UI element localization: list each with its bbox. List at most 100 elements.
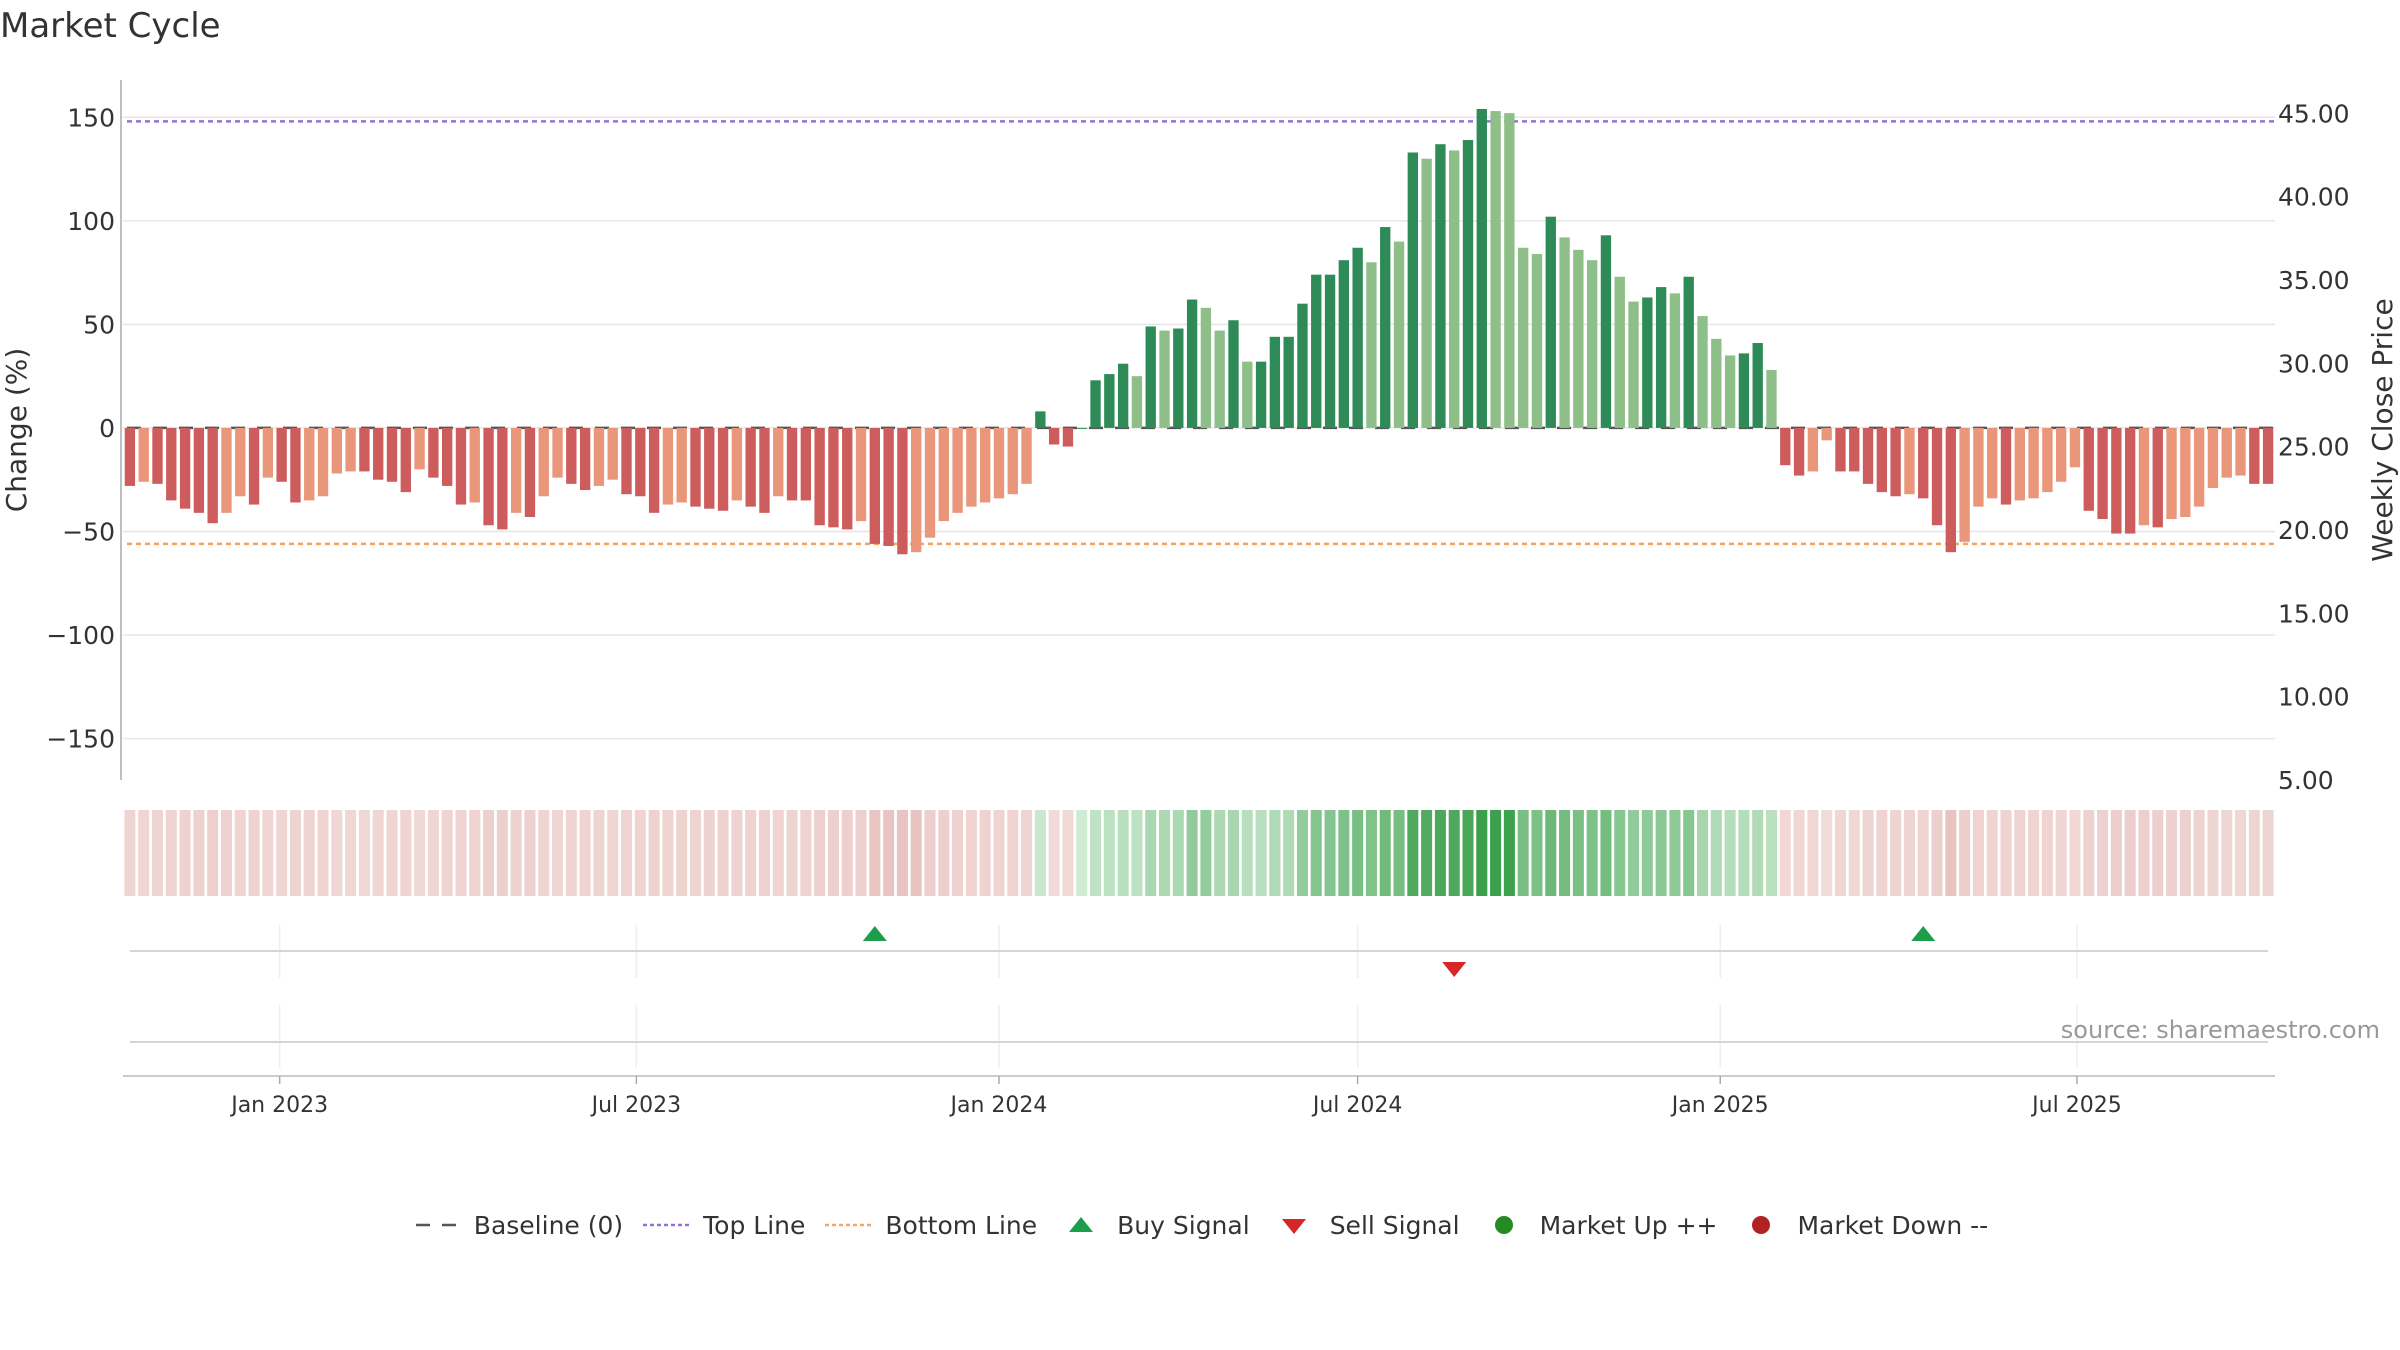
legend-item-top-line[interactable]: Top Line (641, 1211, 805, 1240)
sell-signal-marker (1442, 962, 1467, 977)
change-bar (1904, 427, 1915, 495)
triangle-up-icon (1069, 1217, 1094, 1232)
change-bar (1393, 241, 1405, 428)
change-bar (1048, 427, 1060, 445)
heat-cell (1503, 810, 1515, 896)
change-bar (1628, 301, 1639, 428)
change-bar (717, 427, 729, 511)
change-bar (1021, 427, 1032, 484)
heat-cell (469, 810, 481, 896)
legend-item-sell-signal[interactable]: Sell Signal (1268, 1211, 1460, 1240)
heat-cell (979, 810, 991, 896)
change-bar (290, 427, 301, 503)
change-bar (2028, 427, 2039, 499)
green-dot-icon (1494, 1216, 1513, 1234)
heat-cell (855, 810, 867, 896)
heat-cell (1407, 810, 1419, 896)
heat-cell (1669, 810, 1681, 896)
heat-cell (248, 810, 260, 896)
change-bar (1324, 274, 1336, 428)
heat-cell (1034, 810, 1046, 896)
change-bar (262, 427, 274, 478)
change-bar (648, 427, 660, 513)
legend-item-market-down[interactable]: Market Down -- (1735, 1211, 1988, 1240)
change-bar (193, 427, 205, 513)
change-bar (304, 427, 315, 501)
change-bar (1959, 427, 1970, 542)
change-bar (1862, 427, 1874, 484)
heat-cell (1821, 810, 1833, 896)
heat-cell (1945, 810, 1957, 896)
legend-label: Bottom Line (885, 1210, 1038, 1240)
heat-cell (1710, 810, 1722, 896)
heat-cell (1834, 810, 1846, 896)
heat-cell (1600, 810, 1612, 896)
heat-cell (2110, 810, 2122, 896)
legend-item-buy-signal[interactable]: Buy Signal (1055, 1211, 1250, 1240)
heat-cell (1352, 810, 1364, 896)
heat-cell (1490, 810, 1502, 896)
change-bar (1449, 150, 1460, 428)
change-bar (2083, 427, 2094, 511)
legend-label: Market Up ++ (1539, 1210, 1718, 1240)
change-bar (704, 427, 715, 509)
change-bar (1090, 380, 1101, 428)
change-bar (359, 427, 370, 472)
change-bar (497, 427, 508, 530)
change-bar (731, 427, 743, 501)
change-bar (1159, 330, 1170, 428)
heat-cell (1848, 810, 1860, 896)
y2-tick-label: 10.00 (2278, 683, 2350, 712)
heat-cell (276, 810, 288, 896)
change-bar (1421, 158, 1432, 428)
change-bar (593, 427, 605, 486)
heat-cell (745, 810, 757, 896)
heat-cell (1338, 810, 1350, 896)
heat-cell (1117, 810, 1129, 896)
heat-cell (1738, 810, 1750, 896)
grid-layer (123, 116, 2275, 740)
heat-cell (1296, 810, 1308, 896)
change-bar (179, 427, 191, 509)
change-bar (607, 427, 618, 480)
heat-cell (2138, 810, 2150, 896)
heat-cell (483, 810, 495, 896)
heat-cell (827, 810, 839, 896)
change-bar (1076, 427, 1087, 429)
heat-cell (1614, 810, 1626, 896)
heat-cell (1559, 810, 1571, 896)
heat-cell (1062, 810, 1074, 896)
change-bar (124, 427, 136, 486)
change-bar (1283, 336, 1294, 428)
heat-cell (938, 810, 950, 896)
heat-cell (207, 810, 219, 896)
change-bar (1780, 427, 1791, 466)
y-tick-label: −100 (46, 621, 115, 650)
heat-cell (1241, 810, 1253, 896)
change-bar (1835, 427, 1846, 472)
heat-cell (607, 810, 619, 896)
legend-item-baseline[interactable]: Baseline (0) (412, 1211, 623, 1240)
change-bar (1269, 336, 1281, 428)
axis-layer: 150 100 50 0 −50 −100 −150 45.00 40.00 35.00 30.00… (0, 80, 2399, 795)
heat-cell (1076, 810, 1088, 896)
change-bar (1380, 227, 1391, 428)
change-bar (1573, 249, 1584, 428)
top-line-legend-icon (643, 1223, 692, 1227)
heat-cell (1959, 810, 1971, 896)
heat-cell (441, 810, 453, 896)
legend-item-market-up[interactable]: Market Up ++ (1478, 1210, 1718, 1240)
legend-item-bottom-line[interactable]: Bottom Line (823, 1211, 1037, 1240)
heat-cell (262, 810, 274, 896)
change-bar (1876, 427, 1888, 493)
heat-cell (620, 810, 633, 896)
change-bar (400, 427, 411, 493)
heat-cell (331, 810, 343, 896)
change-bar (1297, 303, 1308, 428)
heat-cell (965, 810, 977, 896)
heat-cell (1779, 810, 1791, 896)
red-dot-icon (1752, 1216, 1771, 1234)
change-bar (2262, 427, 2274, 484)
change-bar (1766, 369, 1777, 428)
heat-cell (1145, 810, 1157, 896)
